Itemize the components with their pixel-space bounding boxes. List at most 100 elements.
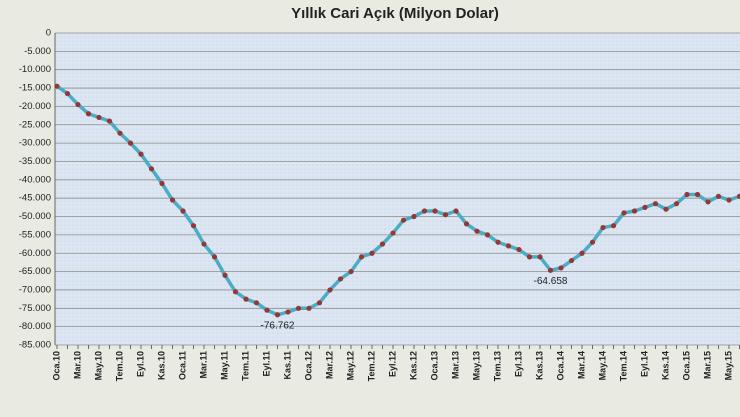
- data-point: [631, 208, 638, 214]
- y-tick-label: -20.000: [19, 101, 51, 112]
- data-point: [369, 250, 375, 256]
- x-tick-label: Tem.13: [492, 351, 502, 381]
- data-point: [726, 197, 732, 203]
- data-point: [537, 254, 543, 260]
- x-tick-label: Eyl.13: [513, 351, 523, 377]
- data-point: [579, 250, 585, 256]
- data-point: [96, 114, 102, 121]
- data-point: [337, 276, 344, 282]
- y-tick-label: -80.000: [19, 321, 51, 332]
- x-tick-label: Oca.12: [303, 351, 313, 381]
- x-tick-label: Mar.13: [450, 351, 460, 379]
- x-tick-label: Kas.10: [156, 351, 166, 380]
- y-tick-label: -10.000: [19, 64, 51, 75]
- y-tick-label: -15.000: [19, 83, 51, 94]
- data-point: [442, 212, 449, 218]
- data-point: [547, 267, 554, 273]
- data-point: [306, 305, 312, 311]
- data-point: [190, 223, 197, 229]
- y-tick-label: -30.000: [19, 138, 51, 149]
- y-tick-label: -55.000: [19, 229, 51, 240]
- data-point: [253, 300, 260, 306]
- data-point: [211, 254, 218, 260]
- data-point: [495, 239, 501, 245]
- x-tick-label: Tem.12: [366, 351, 376, 381]
- data-point: [421, 208, 428, 214]
- data-point: [400, 217, 407, 223]
- data-point: [127, 140, 134, 146]
- y-tick-label: -70.000: [19, 284, 51, 295]
- data-point: [736, 193, 740, 199]
- data-point: [222, 272, 228, 278]
- x-tick-label: Eyl.12: [387, 351, 397, 377]
- data-point: [526, 254, 533, 260]
- x-tick-label: May.12: [345, 351, 355, 380]
- data-point: [684, 191, 690, 198]
- data-point: [715, 193, 722, 199]
- y-tick-label: -25.000: [19, 119, 51, 130]
- data-point: [180, 208, 186, 214]
- data-point: [505, 243, 512, 249]
- data-point: [694, 191, 701, 198]
- y-tick-label: -60.000: [19, 248, 51, 259]
- chart-title: Yıllık Cari Açık (Milyon Dolar): [291, 5, 499, 22]
- x-tick-label: May.13: [471, 351, 481, 380]
- data-point: [148, 166, 155, 172]
- data-point: [390, 230, 396, 236]
- data-point: [358, 254, 365, 260]
- data-point: [348, 268, 354, 275]
- x-tick-label: May.15: [723, 351, 733, 380]
- data-point: [705, 199, 711, 205]
- data-point: [600, 224, 606, 231]
- x-tick-label: Mar.12: [324, 351, 334, 379]
- data-point: [379, 241, 386, 247]
- data-point: [589, 239, 596, 245]
- y-tick-label: -40.000: [19, 174, 51, 185]
- x-tick-label: May.11: [219, 351, 229, 380]
- x-tick-label: Eyl.14: [639, 351, 649, 377]
- x-tick-label: Oca.15: [681, 351, 691, 381]
- data-point: [201, 241, 207, 247]
- data-point: [673, 201, 680, 207]
- x-tick-label: Mar.15: [702, 351, 712, 379]
- data-point: [159, 180, 165, 187]
- x-tick-label: Eyl.11: [261, 351, 271, 377]
- data-point: [663, 206, 669, 212]
- data-point: [463, 221, 470, 227]
- x-tick-label: Kas.14: [660, 351, 670, 380]
- data-point: [327, 287, 333, 293]
- data-point: [54, 83, 60, 89]
- data-label: -76.762: [261, 320, 295, 331]
- data-point: [610, 223, 617, 229]
- data-point: [264, 307, 270, 313]
- x-tick-label: Oca.14: [555, 351, 565, 381]
- x-tick-label: Eyl.10: [135, 351, 145, 377]
- x-tick-label: Oca.11: [177, 351, 187, 380]
- data-point: [232, 289, 239, 295]
- x-tick-label: Mar.11: [198, 351, 208, 379]
- x-tick-label: May.10: [93, 351, 103, 380]
- data-point: [453, 208, 459, 214]
- data-point: [75, 101, 81, 108]
- y-tick-label: -85.000: [19, 340, 51, 351]
- x-tick-label: Oca.13: [429, 351, 439, 381]
- data-point: [243, 296, 249, 302]
- data-point: [568, 257, 575, 264]
- x-tick-label: Kas.12: [408, 351, 418, 380]
- data-point: [411, 213, 417, 220]
- data-point: [169, 197, 176, 203]
- data-point: [642, 204, 648, 210]
- data-point: [432, 208, 438, 214]
- plot: 0 -5.000 -10.000 -15.000 -20.000 -25.000 -30.0…: [19, 28, 740, 381]
- y-tick-label: -75.000: [19, 303, 51, 314]
- data-point: [85, 111, 92, 117]
- x-tick-label: Tem.14: [618, 351, 628, 381]
- data-point: [484, 232, 491, 238]
- data-point: [117, 130, 123, 136]
- y-tick-label: 0: [46, 28, 51, 39]
- data-point: [295, 305, 302, 311]
- x-tick-label: Kas.13: [534, 351, 544, 380]
- x-tick-label: Mar.10: [72, 351, 82, 379]
- y-tick-label: -65.000: [19, 266, 51, 277]
